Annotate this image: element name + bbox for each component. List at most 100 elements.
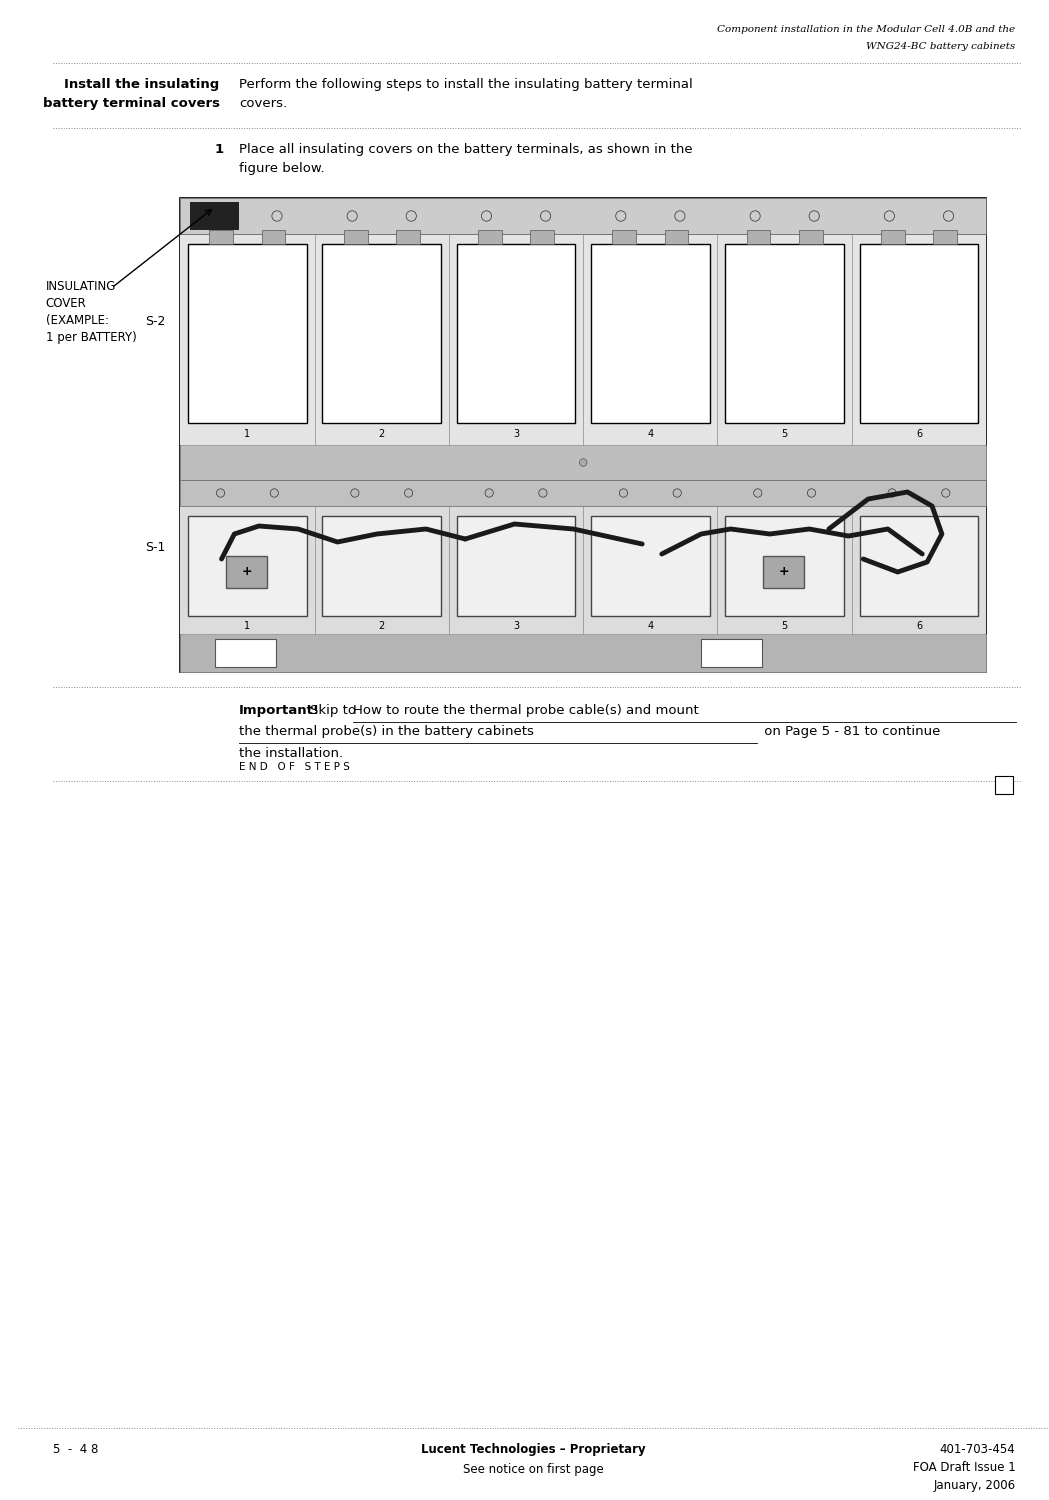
Text: 6: 6 <box>916 429 922 439</box>
Text: INSULATING
COVER
(EXAMPLE:
1 per BATTERY): INSULATING COVER (EXAMPLE: 1 per BATTERY… <box>46 280 136 344</box>
Bar <box>180 198 986 234</box>
Text: 2: 2 <box>379 621 385 632</box>
Text: 401-703-454: 401-703-454 <box>940 1443 1015 1456</box>
Circle shape <box>481 211 492 220</box>
Circle shape <box>405 489 412 496</box>
Circle shape <box>675 211 685 220</box>
Bar <box>180 446 986 480</box>
Bar <box>478 230 501 244</box>
Text: Install the insulating: Install the insulating <box>64 78 219 92</box>
Text: Component installation in the Modular Cell 4.0B and the: Component installation in the Modular Ce… <box>718 26 1015 34</box>
Bar <box>344 230 367 244</box>
Circle shape <box>673 489 682 496</box>
Text: +: + <box>778 566 789 579</box>
Text: Skip to: Skip to <box>311 704 360 717</box>
Bar <box>881 230 904 244</box>
Text: on Page 5 - 81 to continue: on Page 5 - 81 to continue <box>761 726 941 738</box>
Circle shape <box>347 211 358 220</box>
Circle shape <box>271 489 278 496</box>
Circle shape <box>540 211 551 220</box>
Circle shape <box>942 489 950 496</box>
Bar <box>613 230 636 244</box>
Bar <box>860 516 979 616</box>
Text: 5: 5 <box>782 429 788 439</box>
Bar <box>180 480 986 634</box>
Circle shape <box>808 489 816 496</box>
Text: figure below.: figure below. <box>239 162 325 176</box>
Text: 4: 4 <box>647 621 654 632</box>
Text: How to route the thermal probe cable(s) and mount: How to route the thermal probe cable(s) … <box>354 704 699 717</box>
Text: WNG24-BC battery cabinets: WNG24-BC battery cabinets <box>866 42 1015 51</box>
Circle shape <box>750 211 761 220</box>
Bar <box>210 230 233 244</box>
Bar <box>725 244 844 423</box>
Text: 5: 5 <box>782 621 788 632</box>
Text: covers.: covers. <box>239 98 287 109</box>
Text: 2: 2 <box>379 429 385 439</box>
Text: 1: 1 <box>215 142 223 156</box>
Bar <box>530 230 554 244</box>
Text: the thermal probe(s) in the battery cabinets: the thermal probe(s) in the battery cabi… <box>239 726 534 738</box>
Text: Place all insulating covers on the battery terminals, as shown in the: Place all insulating covers on the batte… <box>239 142 692 156</box>
Text: battery terminal covers: battery terminal covers <box>43 98 219 109</box>
Bar <box>456 516 575 616</box>
Bar <box>747 230 770 244</box>
Circle shape <box>884 211 895 220</box>
Bar <box>591 244 709 423</box>
Bar <box>180 634 986 672</box>
Bar <box>860 244 979 423</box>
Text: S-1: S-1 <box>145 540 166 554</box>
Text: 6: 6 <box>916 621 922 632</box>
Bar <box>934 230 957 244</box>
Text: 3: 3 <box>513 429 519 439</box>
Text: January, 2006: January, 2006 <box>934 1479 1015 1492</box>
Text: Perform the following steps to install the insulating battery terminal: Perform the following steps to install t… <box>239 78 693 92</box>
Circle shape <box>406 211 416 220</box>
Text: 3: 3 <box>513 621 519 632</box>
Circle shape <box>809 211 819 220</box>
Text: +: + <box>241 566 252 579</box>
Bar <box>188 516 306 616</box>
Bar <box>799 230 822 244</box>
Bar <box>190 202 239 229</box>
Text: S-2: S-2 <box>145 315 166 328</box>
Circle shape <box>616 211 626 220</box>
Text: 1: 1 <box>244 621 251 632</box>
Bar <box>701 639 762 668</box>
Circle shape <box>887 489 896 496</box>
Text: 1: 1 <box>244 429 251 439</box>
Text: Important!: Important! <box>239 704 320 717</box>
Bar <box>763 556 805 588</box>
Circle shape <box>539 489 547 496</box>
Bar <box>188 244 306 423</box>
Circle shape <box>753 489 762 496</box>
Bar <box>322 244 441 423</box>
Bar <box>725 516 844 616</box>
Bar <box>456 244 575 423</box>
Text: the installation.: the installation. <box>239 747 343 760</box>
Text: 4: 4 <box>647 429 654 439</box>
Text: Lucent Technologies – Proprietary: Lucent Technologies – Proprietary <box>422 1443 646 1456</box>
Bar <box>180 480 986 506</box>
Circle shape <box>579 459 587 466</box>
Circle shape <box>619 489 627 496</box>
Text: FOA Draft Issue 1: FOA Draft Issue 1 <box>913 1461 1015 1474</box>
Bar <box>226 556 267 588</box>
Bar <box>395 230 420 244</box>
Bar <box>994 776 1012 794</box>
Circle shape <box>350 489 359 496</box>
Bar <box>261 230 285 244</box>
Text: E N D   O F   S T E P S: E N D O F S T E P S <box>239 762 350 772</box>
Bar <box>665 230 688 244</box>
Bar <box>591 516 709 616</box>
Bar <box>215 639 276 668</box>
Bar <box>180 198 986 446</box>
Circle shape <box>943 211 954 220</box>
Text: See notice on first page: See notice on first page <box>464 1462 604 1476</box>
Circle shape <box>485 489 493 496</box>
Circle shape <box>216 489 224 496</box>
Bar <box>180 198 986 672</box>
Bar <box>322 516 441 616</box>
Circle shape <box>272 211 282 220</box>
Text: 5  -  4 8: 5 - 4 8 <box>52 1443 98 1456</box>
